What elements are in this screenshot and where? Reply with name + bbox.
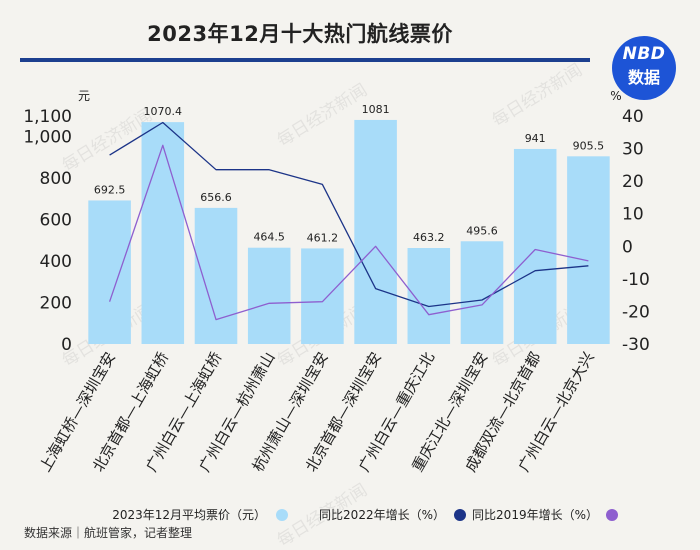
chart-title: 2023年12月十大热门航线票价 [147,22,453,46]
bar-value-label: 905.5 [573,139,605,152]
bar [247,247,291,344]
line-yoy-2022 [109,121,589,308]
y-right-tick-label: 40 [622,107,644,127]
y-right-tick-label: 30 [622,140,644,160]
y-right-tick-label: -10 [622,270,650,290]
bar-value-label: 1070.4 [144,105,183,118]
bar [513,148,557,344]
bar [460,241,504,344]
y-left-tick-label: 0 [61,335,72,355]
y-right-tick-label: 10 [622,205,644,225]
y-left-tick-label: 600 [40,211,72,231]
line-series [108,121,589,321]
legend: 2023年12月平均票价（元） 同比2022年增长（%） 同比2019年增长（%） [112,508,618,522]
x-axis-labels: 上海虹桥—深圳宝安北京首都—上海虹桥广州白云—上海虹桥广州白云—杭州萧山杭州萧山… [36,349,598,475]
y-axis-right: -30 -20 -10 0 10 20 30 40 [622,107,650,355]
y-axis-left-label: 元 [78,89,90,103]
bar-series [88,119,610,345]
line-vs-2019 [108,144,589,321]
title-divider [20,58,590,62]
bar [141,122,185,344]
y-left-tick-label: 400 [40,252,72,272]
legend-marker [276,509,288,521]
y-left-tick-label: 1,000 [23,128,72,148]
bar [301,248,344,344]
legend-marker [454,509,466,521]
y-right-tick-label: 0 [622,237,633,257]
bar [88,200,131,344]
logo-text-nbd: NBD [622,44,666,64]
data-source-note: 数据来源｜航班管家，记者整理 [24,526,193,540]
bar-value-labels: 692.5 1070.4 656.6 464.5 461.2 1081 463.2 495.6… [94,103,604,244]
y-left-tick-label: 800 [40,169,72,189]
bar-value-label: 692.5 [94,183,126,196]
bar-value-label: 464.5 [253,231,285,244]
y-right-tick-label: 20 [622,172,644,192]
bar-value-label: 941 [525,132,546,145]
y-right-tick-label: -20 [622,302,650,322]
y-axis-right-label: % [610,89,621,103]
legend-label: 2023年12月平均票价（元） [112,508,266,522]
bar-value-label: 1081 [362,103,390,116]
y-left-tick-label: 200 [40,294,72,314]
y-left-tick-label: 1,100 [23,107,72,127]
bar [567,156,610,344]
y-right-tick-label: -30 [622,335,650,355]
legend-label: 同比2022年增长（%） [319,508,445,522]
legend-label: 同比2019年增长（%） [472,508,598,522]
watermark-text: 每日经济新闻 [489,60,586,131]
bar-value-label: 495.6 [466,224,498,237]
watermark-text: 每日经济新闻 [59,105,156,176]
nbd-logo: NBD 数据 [612,36,676,100]
bar-value-label: 463.2 [413,231,445,244]
bar [354,119,397,345]
legend-marker [606,509,618,521]
bar-value-label: 656.6 [200,191,232,204]
logo-text-data: 数据 [627,68,660,87]
bar [194,207,238,344]
bar-value-label: 461.2 [307,231,339,244]
